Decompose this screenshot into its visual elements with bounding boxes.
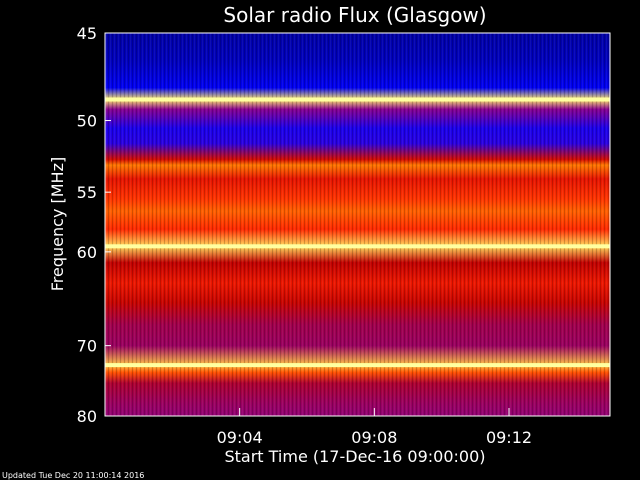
x-axis: 09:04 09:08 09:12	[217, 408, 532, 447]
y-axis-label: Frequency [MHz]	[48, 157, 67, 291]
x-tick-label: 09:08	[351, 428, 397, 447]
y-tick-label: 60	[77, 243, 97, 262]
rfi-line	[105, 363, 610, 368]
y-tick-label: 55	[77, 183, 97, 202]
plot-frame	[104, 32, 611, 417]
spectrogram-texture	[105, 33, 610, 416]
rfi-lines	[105, 97, 610, 368]
y-axis: 45 50 55 60 70 80	[77, 24, 111, 426]
rfi-line	[105, 97, 610, 102]
y-tick-label: 70	[77, 337, 97, 356]
x-tick-label: 09:12	[486, 428, 532, 447]
y-tick-label: 50	[77, 112, 97, 131]
x-tick-label: 09:04	[217, 428, 263, 447]
updated-timestamp: Updated Tue Dec 20 11:00:14 2016	[2, 471, 144, 480]
x-axis-label: Start Time (17-Dec-16 09:00:00)	[224, 447, 485, 466]
rfi-line	[105, 244, 610, 249]
plot-area	[104, 32, 611, 417]
y-tick-label: 45	[77, 24, 97, 43]
chart-title: Solar radio Flux (Glasgow)	[223, 3, 486, 27]
y-tick-label: 80	[77, 407, 97, 426]
